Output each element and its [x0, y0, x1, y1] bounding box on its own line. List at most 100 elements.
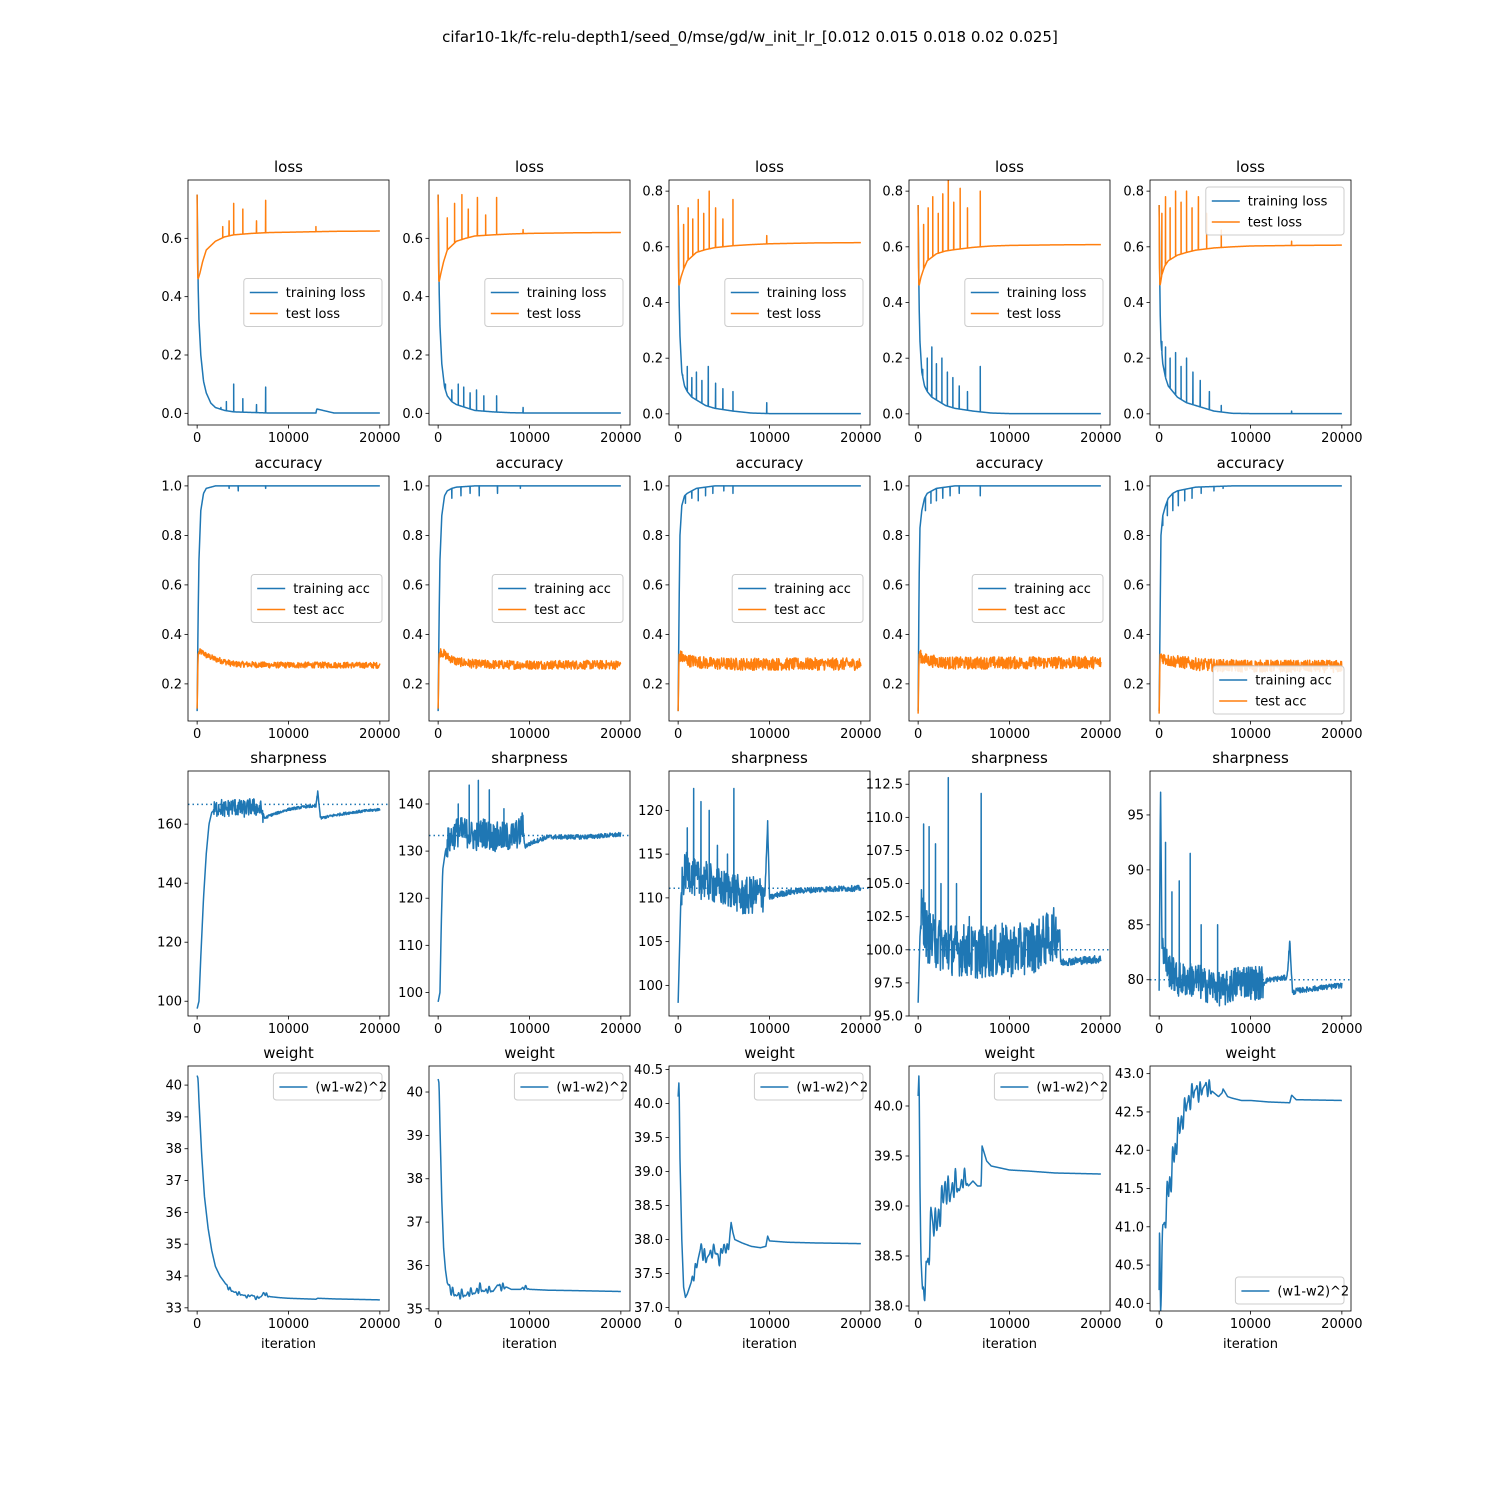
legend-box	[993, 1072, 1104, 1101]
legend-entry: training acc	[1014, 582, 1091, 597]
x-tick-label: 20000	[600, 431, 641, 446]
x-tick-label: 20000	[1321, 1317, 1362, 1332]
x-tick-label: 10000	[989, 1022, 1030, 1037]
x-tick-label: 20000	[359, 727, 400, 742]
axes-frame	[428, 1065, 631, 1312]
x-tick-label: 10000	[1230, 1317, 1271, 1332]
series-line-test-loss	[196, 194, 381, 280]
y-tick-label: 40.5	[1115, 1259, 1144, 1274]
legend: (w1-w2)^2	[753, 1072, 868, 1101]
legend-box	[250, 574, 383, 623]
y-tick-label: 38.5	[634, 1199, 663, 1214]
legend-entry: test acc	[774, 603, 825, 618]
y-tick-label: 41.0	[1115, 1220, 1144, 1235]
y-tick-label: 97.5	[874, 976, 903, 991]
y-tick-label: 36	[165, 1206, 182, 1221]
legend-box	[753, 1072, 864, 1101]
legend-entry: training loss	[1248, 195, 1328, 210]
x-tick-label: 0	[1155, 1317, 1163, 1332]
x-tick-label: 20000	[1321, 1022, 1362, 1037]
y-tick-label: 0.2	[882, 677, 903, 692]
subplot-title: accuracy	[976, 454, 1044, 472]
series-line-training-loss	[437, 194, 622, 414]
x-axis-label: iteration	[1223, 1337, 1278, 1352]
x-tick-label: 0	[434, 727, 442, 742]
y-tick-label: 80	[1127, 973, 1144, 988]
subplot-weight-3: weight 0 10000 20000 37.0 37.5 38.0 38.5 39.0 39.…	[634, 1044, 881, 1352]
legend-entry: training loss	[1007, 286, 1087, 301]
legend-box	[243, 278, 383, 327]
x-tick-label: 0	[914, 431, 922, 446]
y-tick-label: 0.6	[161, 232, 182, 247]
series-line-training-acc	[677, 485, 862, 712]
y-tick-label: 39.0	[874, 1200, 903, 1215]
legend: training loss test loss	[484, 278, 624, 327]
x-tick-label: 10000	[989, 727, 1030, 742]
legend-entry: test acc	[293, 603, 344, 618]
x-tick-label: 10000	[989, 1317, 1030, 1332]
legend-entry: training loss	[286, 286, 366, 301]
subplot-title: weight	[504, 1044, 555, 1062]
y-tick-label: 120	[157, 936, 182, 951]
y-tick-label: 0.8	[882, 185, 903, 200]
y-tick-label: 0.0	[1123, 407, 1144, 422]
y-tick-label: 0.0	[882, 407, 903, 422]
x-axis-label: iteration	[261, 1337, 316, 1352]
legend-entry: test loss	[527, 307, 581, 322]
x-tick-label: 0	[193, 1317, 201, 1332]
y-tick-label: 0.8	[161, 529, 182, 544]
y-tick-label: 120	[398, 892, 423, 907]
y-tick-label: 1.0	[1123, 479, 1144, 494]
subplot-title: sharpness	[1212, 749, 1289, 767]
y-tick-label: 0.6	[402, 578, 423, 593]
subplot-weight-1: weight 0 10000 20000 33 34 35 36 37 38 39 40 iterati…	[165, 1044, 400, 1352]
legend-box	[1205, 186, 1345, 236]
x-tick-label: 20000	[1080, 431, 1121, 446]
y-tick-label: 0.6	[161, 578, 182, 593]
subplot-title: weight	[744, 1044, 795, 1062]
x-tick-label: 0	[674, 727, 682, 742]
y-tick-label: 36	[406, 1259, 423, 1274]
y-tick-label: 0.8	[642, 185, 663, 200]
x-axis-label: iteration	[982, 1337, 1037, 1352]
y-tick-label: 0.4	[161, 628, 182, 643]
subplot-title: sharpness	[971, 749, 1048, 767]
series-line-training-loss	[196, 194, 381, 414]
x-axis-label: iteration	[502, 1337, 557, 1352]
y-tick-label: 0.6	[402, 232, 423, 247]
x-tick-label: 10000	[268, 431, 309, 446]
x-tick-label: 10000	[749, 1317, 790, 1332]
legend-box	[491, 574, 624, 623]
x-tick-label: 0	[1155, 431, 1163, 446]
legend: training acc test acc	[491, 574, 624, 623]
y-tick-label: 0.4	[642, 628, 663, 643]
legend: training loss test loss	[243, 278, 383, 327]
y-tick-label: 40.0	[1115, 1297, 1144, 1312]
legend-box	[971, 574, 1104, 623]
series-line-test-loss	[677, 190, 862, 286]
y-tick-label: 0.6	[882, 578, 903, 593]
legend: training acc test acc	[731, 574, 864, 623]
subplot-title: loss	[274, 158, 303, 176]
subplot-title: loss	[1236, 158, 1265, 176]
x-tick-label: 20000	[840, 1022, 881, 1037]
legend-entry: test loss	[1248, 216, 1302, 231]
y-tick-label: 1.0	[161, 479, 182, 494]
subplot-title: accuracy	[1217, 454, 1285, 472]
legend-box	[1212, 665, 1345, 715]
y-tick-label: 39.5	[874, 1150, 903, 1165]
y-tick-label: 0.6	[882, 240, 903, 255]
x-tick-label: 10000	[268, 727, 309, 742]
x-tick-label: 20000	[1080, 1022, 1121, 1037]
y-tick-label: 35	[406, 1302, 423, 1317]
y-tick-label: 0.2	[642, 677, 663, 692]
y-tick-label: 112.5	[866, 778, 903, 793]
subplot-loss-1: loss 0 10000 20000 0.0 0.2 0.4 0.6 training loss…	[161, 158, 400, 446]
legend-entry: test acc	[1255, 695, 1306, 710]
x-tick-label: 20000	[840, 727, 881, 742]
y-tick-label: 39.5	[634, 1131, 663, 1146]
legend: (w1-w2)^2	[993, 1072, 1108, 1101]
x-tick-label: 0	[914, 727, 922, 742]
y-tick-label: 100	[638, 979, 663, 994]
